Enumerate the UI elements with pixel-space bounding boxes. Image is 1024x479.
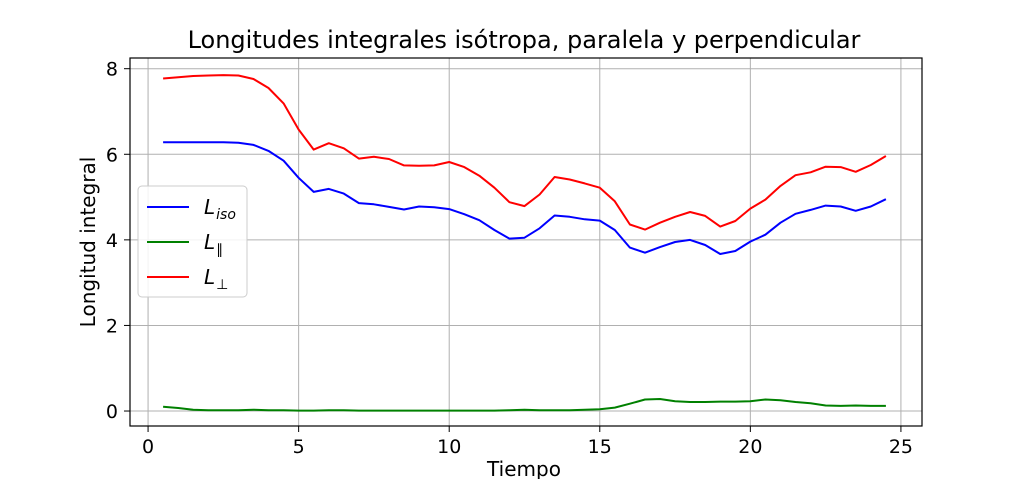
y-tick-label: 4 (106, 230, 118, 252)
series-line-1 (163, 398, 886, 412)
plot-frame (129, 57, 923, 427)
legend-label-2: L⊥ (204, 265, 228, 293)
series-line-2 (163, 74, 887, 231)
x-tick-label: 20 (738, 436, 762, 458)
y-tick-label: 0 (106, 401, 118, 423)
x-tick-label: 5 (293, 436, 305, 458)
grid-lines (130, 58, 922, 426)
x-axis-label: Tiempo (486, 457, 561, 479)
y-tick-label: 8 (106, 59, 118, 81)
axis-ticks: 0 5 10 15 20 25 0 2 4 6 8 (106, 59, 913, 458)
legend-box (137, 185, 248, 298)
y-tick-label: 6 (106, 144, 118, 166)
x-tick-label: 25 (889, 436, 913, 458)
series-line-0 (163, 141, 887, 255)
series-lines (163, 74, 887, 412)
legend-label-1: L∥ (204, 230, 223, 258)
legend-label-0: Liso (204, 195, 236, 223)
legend: Liso L∥ L⊥ (137, 185, 248, 298)
y-axis-label: Longitud integral (76, 157, 100, 328)
x-tick-label: 15 (588, 436, 612, 458)
chart-title: Longitudes integrales isótropa, paralela… (188, 26, 861, 54)
x-tick-label: 0 (142, 436, 154, 458)
x-tick-label: 10 (437, 436, 461, 458)
y-tick-label: 2 (106, 315, 118, 337)
